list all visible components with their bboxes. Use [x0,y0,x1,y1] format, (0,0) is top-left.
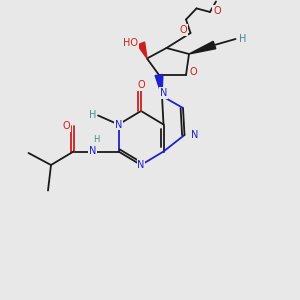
Text: O: O [180,25,188,35]
Text: N: N [160,88,167,98]
Polygon shape [189,41,216,54]
Text: O: O [189,67,196,77]
Text: N: N [115,119,122,130]
Text: O: O [63,121,70,131]
Text: N: N [190,130,198,140]
Text: H: H [89,110,97,121]
Text: N: N [88,146,96,157]
Polygon shape [137,42,147,58]
Text: H: H [93,135,99,144]
Text: HO: HO [123,38,138,49]
Polygon shape [155,74,163,96]
Text: H: H [238,34,246,44]
Text: N: N [137,160,145,170]
Text: O: O [213,5,220,16]
Text: O: O [137,80,145,91]
